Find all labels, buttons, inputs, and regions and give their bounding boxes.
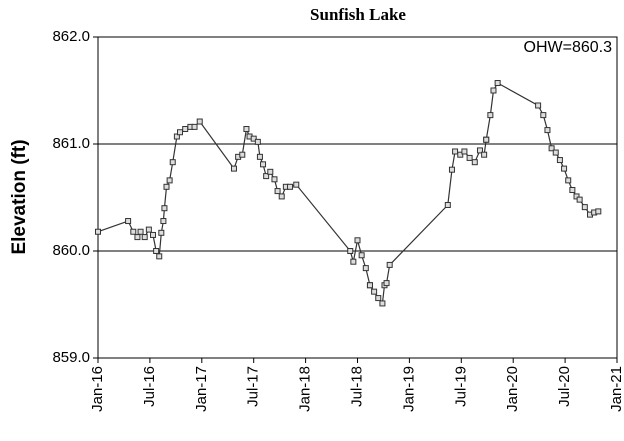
point-marker [173, 133, 180, 140]
point-marker [379, 300, 386, 307]
point-marker [95, 228, 101, 235]
point-marker [371, 288, 378, 295]
y-axis-label: Elevation (ft) [9, 139, 30, 254]
point-marker [347, 248, 354, 254]
point-marker [230, 165, 237, 172]
y-tick-label: 862.0 [52, 28, 90, 45]
point-marker [267, 168, 274, 175]
point-marker [177, 129, 184, 136]
point-marker [552, 149, 559, 156]
point-marker [556, 157, 563, 164]
point-marker [158, 229, 165, 236]
chart-title: Sunfish Lake [310, 5, 406, 24]
point-marker [466, 154, 473, 161]
annotation: OHW=860.3 [524, 39, 613, 56]
y-tick-label: 859.0 [52, 349, 90, 366]
point-marker [481, 151, 488, 158]
point-marker [191, 123, 198, 130]
series-line [97, 82, 599, 305]
point-marker [130, 228, 137, 235]
point-marker [134, 234, 141, 241]
point-marker [483, 136, 490, 143]
point-marker [448, 166, 455, 173]
x-tick-label: Jan-16 [89, 366, 106, 412]
x-tick-label: Jan-17 [193, 366, 210, 412]
x-tick-label: Jan-21 [608, 366, 624, 412]
point-marker [274, 188, 281, 195]
point-marker [278, 193, 285, 200]
point-marker [260, 161, 267, 168]
point-marker [256, 153, 263, 160]
point-marker [565, 177, 572, 184]
point-marker [461, 148, 468, 155]
point-marker [250, 135, 257, 142]
y-tick-label: 860.0 [52, 242, 90, 259]
point-marker [169, 159, 176, 166]
point-marker [386, 261, 393, 268]
point-marker [487, 112, 494, 119]
point-marker [166, 177, 173, 184]
point-marker [452, 148, 459, 155]
point-marker [354, 237, 361, 244]
x-tick-label: Jul-16 [141, 366, 158, 407]
point-marker [366, 282, 373, 289]
x-tick-label: Jan-18 [297, 366, 314, 412]
x-tick-label: Jul-18 [348, 366, 365, 407]
y-tick-label: 861.0 [52, 135, 90, 152]
point-marker [287, 183, 294, 190]
point-marker [350, 258, 357, 265]
point-marker [125, 218, 132, 225]
point-marker [476, 147, 483, 154]
point-marker [156, 253, 163, 260]
x-tick-label: Jan-19 [400, 366, 417, 412]
point-marker [490, 87, 497, 94]
point-marker [573, 193, 580, 200]
x-tick-label: Jul-19 [452, 366, 469, 407]
point-marker [362, 265, 369, 272]
point-marker [263, 173, 270, 180]
point-marker [163, 183, 170, 190]
point-marker [153, 248, 160, 254]
point-marker [494, 80, 501, 87]
point-marker [471, 159, 478, 166]
x-tick-label: Jan-20 [504, 366, 521, 412]
point-marker [540, 112, 547, 119]
point-marker [182, 126, 189, 133]
point-marker [548, 145, 555, 152]
point-marker [581, 204, 588, 211]
x-tick-label: Jul-17 [245, 366, 262, 407]
x-tick-label: Jul-20 [556, 366, 573, 407]
point-marker [358, 252, 365, 259]
point-marker [254, 138, 261, 145]
point-marker [457, 151, 464, 158]
point-marker [569, 187, 576, 194]
point-marker [141, 234, 148, 241]
point-marker [544, 127, 551, 134]
point-marker [293, 181, 300, 188]
point-marker [150, 231, 157, 238]
point-marker [196, 118, 203, 125]
point-marker [161, 205, 168, 212]
point-marker [160, 218, 167, 225]
point-marker [271, 176, 278, 183]
point-marker [243, 126, 250, 133]
point-marker [576, 196, 583, 203]
point-marker [383, 280, 390, 287]
plot-frame [97, 36, 618, 359]
point-marker [444, 201, 451, 208]
point-marker [239, 151, 246, 158]
point-marker [145, 226, 152, 233]
point-marker [375, 295, 382, 302]
point-marker [561, 165, 568, 172]
point-marker [535, 102, 542, 109]
point-marker [595, 208, 602, 215]
point-marker [137, 228, 144, 235]
